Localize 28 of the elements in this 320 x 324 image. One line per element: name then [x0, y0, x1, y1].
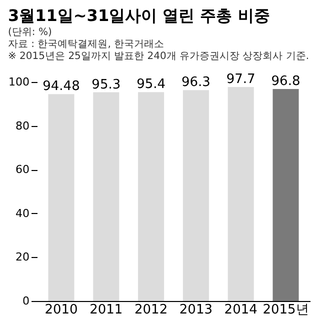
- text: 자료 : 한국예탁결제원, 한국거래소: [8, 39, 164, 50]
- bar: [228, 87, 254, 301]
- data-label: 96.3: [181, 75, 210, 90]
- bar: [272, 89, 299, 301]
- x-tick-label: 2010: [44, 302, 78, 318]
- data-label: 96.8: [271, 74, 300, 90]
- x-tick-label: 2015년: [262, 302, 309, 318]
- y-tick-label: 20: [16, 250, 30, 264]
- y-tick-label: 100: [8, 76, 30, 88]
- text: (단위: %): [8, 27, 52, 38]
- bar: [138, 92, 164, 301]
- bar: [93, 92, 120, 301]
- y-tick-label: 60: [16, 163, 30, 176]
- y-tick-label: 40: [16, 206, 30, 220]
- chart-title: 3월11일~31일사이 열린 주총 비중: [8, 6, 270, 26]
- bar: [182, 90, 209, 301]
- data-label: 95.3: [92, 77, 121, 92]
- x-tick-label: 2013: [179, 302, 212, 318]
- bar: [48, 94, 74, 301]
- x-tick-label: 2011: [90, 302, 123, 318]
- data-label: 95.4: [136, 77, 166, 92]
- x-tick-label: 2012: [134, 302, 168, 318]
- y-tick-label: 80: [16, 119, 30, 132]
- y-tick-label: 0: [22, 294, 30, 308]
- data-label: 94.48: [42, 79, 80, 94]
- data-label: 97.7: [226, 72, 256, 88]
- x-tick-label: 2014: [224, 302, 258, 318]
- text: ※ 2015년은 25일까지 발표한 240개 유가증권시장 상장회사 기준.: [8, 51, 310, 62]
